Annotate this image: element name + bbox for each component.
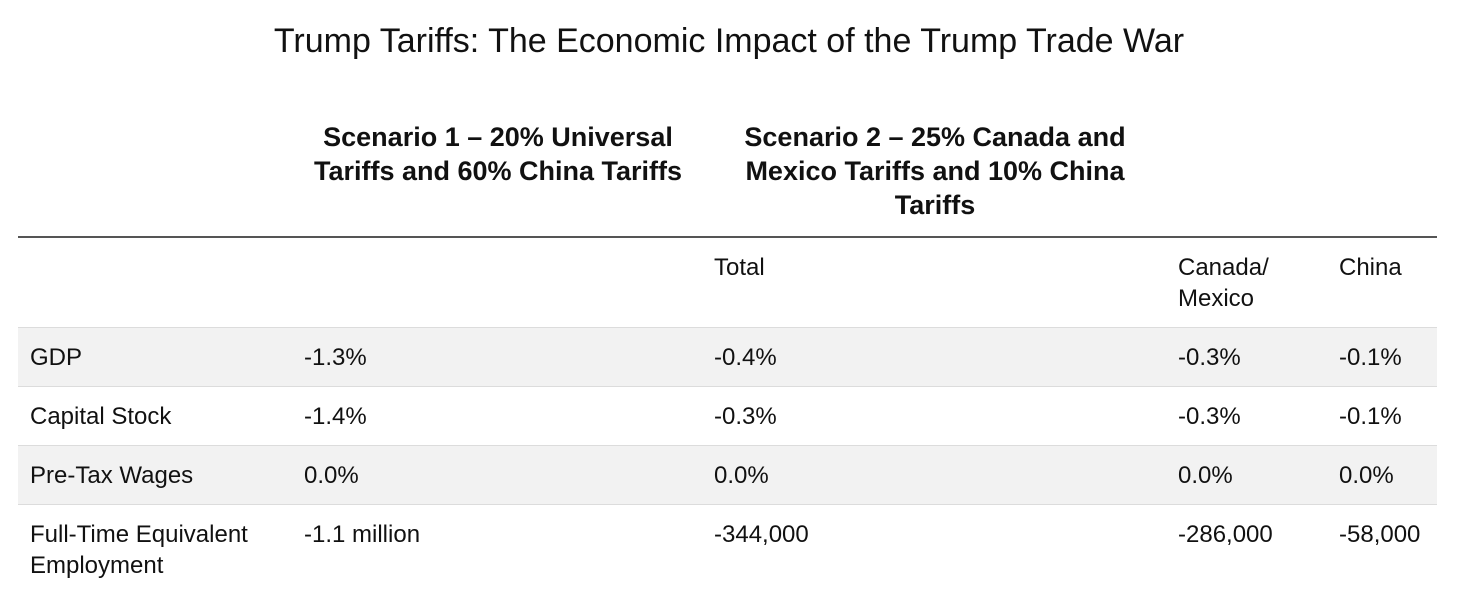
china-value: -0.1% <box>1339 344 1402 371</box>
scenario-1-heading: Scenario 1 – 20% Universal Tariffs and 6… <box>313 122 683 186</box>
scenario-1-value: -1.4% <box>304 403 367 430</box>
column-header-canada-mexico: Canada/ Mexico <box>1178 254 1269 312</box>
total-value: -0.4% <box>714 344 777 371</box>
row-label: Pre-Tax Wages <box>30 462 194 489</box>
canada-mexico-value: 0.0% <box>1178 462 1233 489</box>
page-title: Trump Tariffs: The Economic Impact of th… <box>273 22 1185 60</box>
row-label: Capital Stock <box>30 403 172 430</box>
total-value: 0.0% <box>714 462 769 489</box>
scenario-1-value: -1.1 million <box>304 521 421 548</box>
table-row: GDP -1.3% -0.4% -0.3% -0.1% <box>18 328 1437 387</box>
scenario-2-heading: Scenario 2 – 25% Canada and Mexico Tarif… <box>744 122 1126 220</box>
table-top-rule <box>18 236 1437 238</box>
table-row: Capital Stock -1.4% -0.3% -0.3% -0.1% <box>18 387 1437 446</box>
scenario-1-value: -1.3% <box>304 344 367 371</box>
table-header-row: Total Canada/ Mexico China <box>18 238 1437 328</box>
china-value: -0.1% <box>1339 403 1402 430</box>
table-row: Full-Time Equivalent Employment -1.1 mil… <box>18 505 1437 595</box>
column-header-total: Total <box>714 254 765 281</box>
row-label: Full-Time Equivalent Employment <box>30 521 248 579</box>
canada-mexico-value: -0.3% <box>1178 344 1241 371</box>
canada-mexico-value: -286,000 <box>1178 521 1273 548</box>
table-row: Pre-Tax Wages 0.0% 0.0% 0.0% 0.0% <box>18 446 1437 505</box>
column-header-china: China <box>1339 254 1402 281</box>
row-label: GDP <box>30 344 83 371</box>
scenario-1-value: 0.0% <box>304 462 359 489</box>
china-value: 0.0% <box>1339 462 1394 489</box>
canada-mexico-value: -0.3% <box>1178 403 1241 430</box>
total-value: -344,000 <box>714 521 809 548</box>
total-value: -0.3% <box>714 403 777 430</box>
china-value: -58,000 <box>1339 521 1421 548</box>
